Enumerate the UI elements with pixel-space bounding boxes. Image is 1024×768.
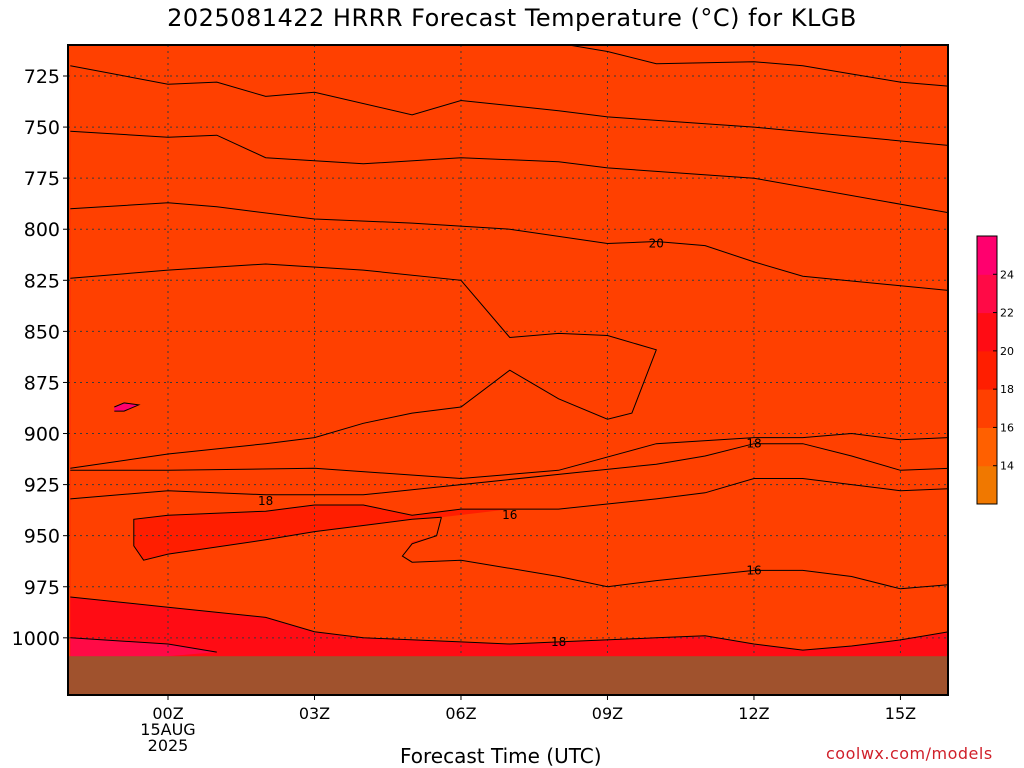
contour-line-4 [70, 263, 657, 469]
contour-label-1: 18 [746, 437, 761, 451]
colorbar-label-16: 16 [1000, 421, 1014, 434]
y-tick-label-750: 750 [24, 117, 60, 139]
x-tick-label-09Z-0: 09Z [592, 704, 623, 723]
colorbar-swatch-22 [977, 274, 997, 314]
colorbar-label-22: 22 [1000, 307, 1014, 320]
y-tick-label-925: 925 [24, 475, 60, 497]
y-axis: 725 750 775 800 825 850 875 900 925 950 975 1000 [12, 66, 68, 650]
y-tick-label-875: 875 [24, 372, 60, 394]
grid-lines [68, 45, 948, 695]
contour-band-8 [402, 478, 948, 589]
contour-line-0 [70, 65, 948, 146]
x-tick-label-00Z-0: 00Z [152, 704, 183, 723]
colorbar-label-20: 20 [1000, 345, 1014, 358]
contour-label-4: 16 [746, 563, 761, 577]
contour-line-2 [70, 130, 948, 214]
x-tick-label-03Z-0: 03Z [299, 704, 330, 723]
colorbar-swatch-20 [977, 312, 997, 352]
ground-surface [68, 656, 948, 695]
y-tick-label-725: 725 [24, 66, 60, 88]
x-tick-label-06Z-0: 06Z [445, 704, 476, 723]
contour-line-10 [70, 637, 217, 653]
contour-label-0: 20 [649, 237, 664, 251]
y-tick-label-825: 825 [24, 270, 60, 292]
y-tick-label-950: 950 [24, 526, 60, 548]
chart-title: 2025081422 HRRR Forecast Temperature (°C… [167, 4, 857, 32]
colorbar-frame [976, 235, 998, 505]
colorbar-swatch-24 [977, 236, 997, 275]
colorbar-swatch-18 [977, 350, 997, 390]
contour-line-6 [70, 443, 948, 500]
contour-line-5 [70, 432, 948, 480]
colorbar: 14 16 18 20 22 24 [976, 235, 1014, 505]
colorbar-swatch-12 [977, 465, 997, 505]
contour-line-layer [70, 45, 948, 653]
x-tick-label-00Z-2: 2025 [148, 736, 189, 755]
colorbar-label-14: 14 [1000, 460, 1014, 473]
y-tick-label-975: 975 [24, 577, 60, 599]
colorbar-swatch-16 [977, 389, 997, 428]
y-tick-label-775: 775 [24, 168, 60, 190]
contour-line-8 [401, 517, 948, 590]
source-credit[interactable]: coolwx.com/models [826, 744, 993, 763]
contour-line-9 [70, 596, 948, 651]
y-tick-label-900: 900 [24, 424, 60, 446]
contour-labels: 20 18 18 16 16 18 [258, 237, 762, 649]
contour-label-2: 18 [258, 494, 273, 508]
colorbar-swatch-14 [977, 427, 997, 467]
plot-frame [67, 44, 949, 696]
contour-line-3 [70, 202, 948, 291]
contour-label-5: 18 [551, 635, 566, 649]
y-tick-label-850: 850 [24, 321, 60, 343]
colorbar-label-24: 24 [1000, 268, 1014, 281]
x-tick-label-12Z-0: 12Z [738, 704, 769, 723]
contour-line-11 [114, 402, 141, 412]
x-axis-label: Forecast Time (UTC) [400, 744, 602, 768]
contour-line-1 [565, 45, 948, 87]
contour-band-9 [70, 597, 948, 665]
x-tick-label-15Z-0: 15Z [885, 704, 916, 723]
y-tick-label-1000: 1000 [12, 628, 60, 650]
y-tick-label-800: 800 [24, 219, 60, 241]
x-tick-label-00Z-1: 15AUG [140, 720, 195, 739]
colorbar-label-18: 18 [1000, 383, 1014, 396]
contour-label-3: 16 [502, 508, 517, 522]
contour-fill-layer [68, 45, 948, 695]
contour-line-7 [133, 478, 948, 561]
